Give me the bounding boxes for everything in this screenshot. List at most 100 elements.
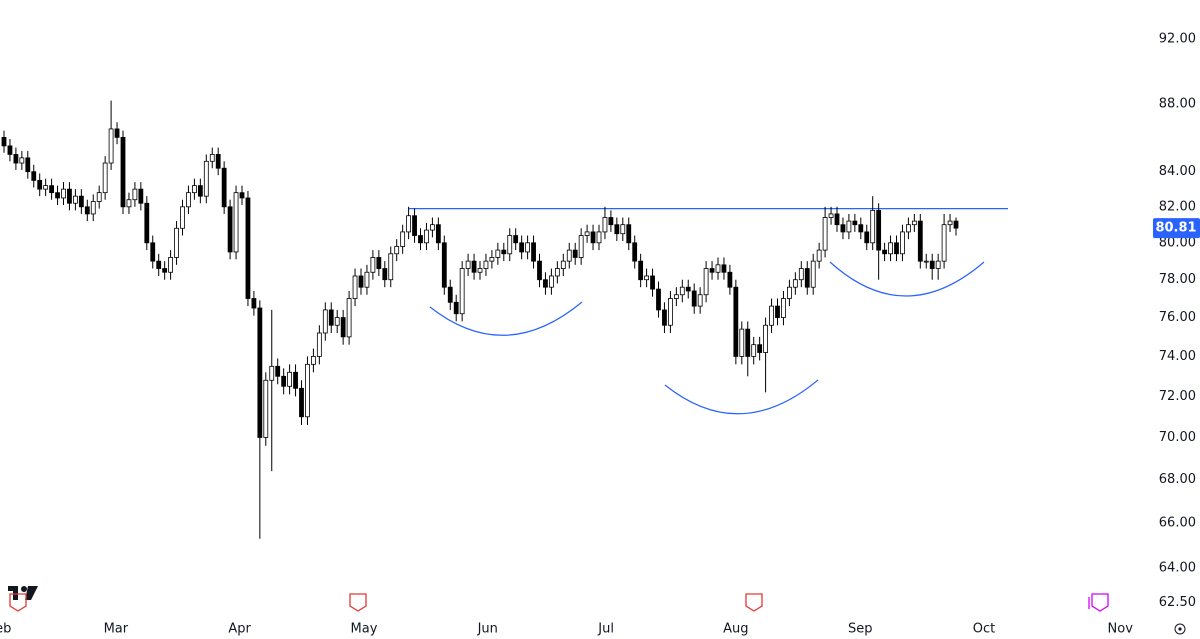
candle-body — [376, 257, 382, 269]
candle-body — [578, 235, 584, 258]
x-tick-label: Nov — [1108, 622, 1134, 637]
candle-body — [37, 179, 43, 190]
candle-body — [697, 294, 703, 307]
candle-body — [775, 305, 780, 318]
candle-body — [822, 217, 828, 251]
candle-body — [911, 220, 917, 226]
y-tick-label: 84.00 — [1159, 164, 1196, 179]
candle-body — [531, 242, 536, 262]
y-tick-label: 78.00 — [1159, 272, 1196, 287]
candle-body — [90, 201, 96, 215]
candle-body — [804, 268, 810, 288]
candle-body — [537, 260, 542, 281]
candle-body — [727, 271, 733, 288]
x-tick-label: Oct — [973, 622, 995, 637]
candle-body — [507, 235, 513, 255]
candle-body — [549, 275, 554, 288]
candle-body — [709, 268, 715, 273]
candle-body — [769, 305, 774, 326]
candle-body — [281, 375, 287, 387]
candle-body — [638, 260, 644, 281]
candle-body — [656, 288, 661, 311]
candle-body — [840, 224, 846, 233]
candle-body — [554, 268, 560, 277]
candle-body — [441, 242, 447, 288]
candle-body — [221, 167, 227, 208]
candle-body — [566, 249, 572, 262]
candle-body — [590, 231, 596, 244]
x-tick-label: May — [351, 622, 378, 637]
candle-body — [858, 224, 864, 233]
candle-body — [459, 268, 465, 315]
candle-body — [453, 301, 459, 315]
y-tick-label: 92.00 — [1159, 32, 1196, 47]
arc — [664, 379, 819, 415]
candle-body — [626, 224, 632, 244]
candle-body — [114, 128, 120, 138]
candle-body — [233, 192, 239, 253]
candle-body — [691, 290, 697, 307]
candle-body — [269, 365, 275, 381]
candle-body — [150, 242, 156, 262]
candle-body — [120, 136, 126, 208]
candle-body — [882, 249, 887, 255]
candle-body — [31, 171, 37, 181]
candle-body — [917, 220, 923, 262]
x-tick-label: Jun — [477, 622, 498, 637]
candle-body — [644, 275, 649, 281]
candle-body — [299, 387, 304, 418]
pattern-arcs — [429, 261, 985, 415]
candle-body — [947, 220, 953, 226]
candle-body — [781, 298, 786, 318]
candle-body — [263, 379, 269, 438]
candle-body — [310, 356, 316, 365]
candle-body — [792, 279, 798, 288]
settings-icon[interactable] — [1174, 623, 1186, 635]
candle-body — [340, 317, 346, 338]
candle-body — [156, 260, 162, 269]
candle-body — [900, 231, 905, 255]
candle-body — [864, 231, 870, 244]
candle-body — [138, 188, 144, 204]
candle-body — [61, 188, 66, 199]
candle-body — [477, 268, 483, 273]
candle-body — [19, 157, 25, 164]
candle-body — [412, 215, 417, 236]
y-tick-label: 72.00 — [1159, 389, 1196, 404]
candle-body — [352, 275, 358, 299]
candle-body — [662, 309, 667, 326]
candle-body — [810, 260, 816, 288]
candle-body — [424, 229, 429, 244]
candle-body — [168, 257, 174, 273]
y-tick-label: 88.00 — [1159, 96, 1196, 111]
candle-body — [602, 217, 608, 233]
candle-body — [596, 231, 602, 244]
candle-body — [429, 224, 435, 231]
candle-body — [614, 224, 620, 235]
candle-body — [162, 268, 168, 273]
candle-body — [816, 249, 822, 262]
price-tag — [1153, 218, 1200, 239]
candle-body — [13, 154, 19, 164]
candle-body — [906, 224, 911, 233]
price-tag-label: 80.81 — [1155, 221, 1196, 236]
candle-body — [787, 286, 792, 299]
y-tick-label: 76.00 — [1159, 310, 1196, 325]
candle-body — [191, 185, 197, 194]
y-tick-label: 66.00 — [1159, 516, 1196, 531]
x-tick-label: Sep — [848, 622, 873, 637]
candle-body — [846, 220, 852, 233]
y-tick-label: 82.00 — [1159, 199, 1196, 214]
candle-body — [305, 363, 310, 418]
candle-body — [322, 309, 328, 334]
candle-body — [126, 199, 132, 208]
y-tick-label: 64.00 — [1159, 561, 1196, 576]
candle-body — [382, 268, 388, 281]
y-tick-label: 62.50 — [1159, 595, 1196, 610]
candle-body — [275, 365, 281, 377]
candle-body — [953, 220, 959, 229]
candle-body — [751, 344, 757, 357]
arc — [429, 301, 583, 336]
candle-body — [608, 217, 614, 226]
